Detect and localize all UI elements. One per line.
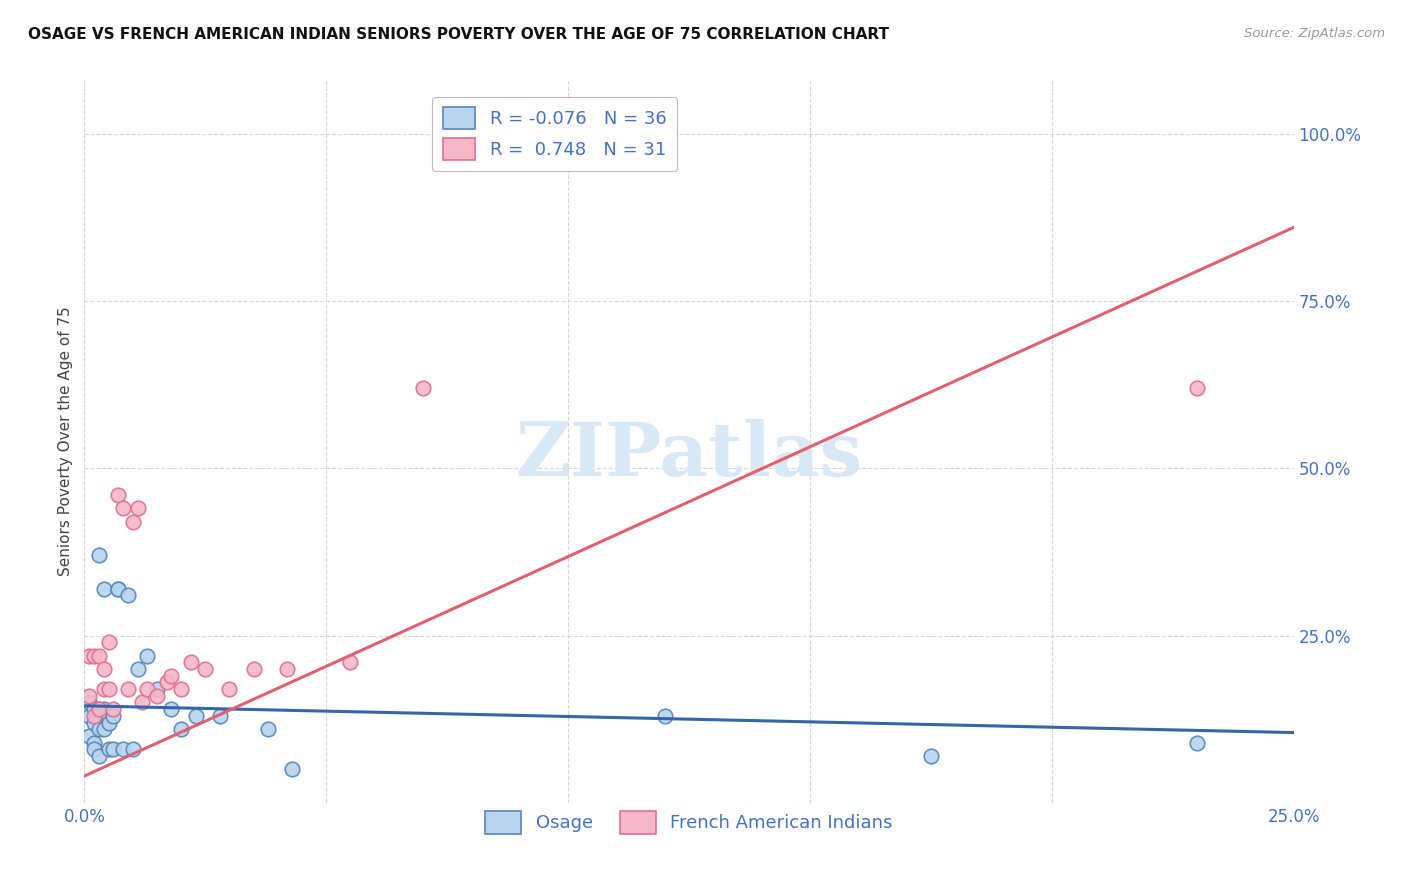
Point bbox=[103, 702, 125, 716]
Point bbox=[1185, 735, 1208, 749]
Point bbox=[93, 702, 115, 716]
Point bbox=[136, 648, 159, 663]
Point bbox=[87, 648, 110, 663]
Point bbox=[83, 708, 105, 723]
Legend: Osage, French American Indians: Osage, French American Indians bbox=[478, 805, 900, 841]
Point bbox=[87, 702, 110, 716]
Point bbox=[107, 582, 129, 596]
Point bbox=[136, 681, 159, 696]
Point bbox=[83, 648, 105, 663]
Point bbox=[920, 749, 942, 764]
Point bbox=[117, 681, 139, 696]
Point bbox=[103, 742, 125, 756]
Point bbox=[87, 702, 110, 716]
Point bbox=[87, 749, 110, 764]
Text: Source: ZipAtlas.com: Source: ZipAtlas.com bbox=[1244, 27, 1385, 40]
Point bbox=[208, 708, 231, 723]
Point bbox=[77, 708, 100, 723]
Point bbox=[83, 735, 105, 749]
Point bbox=[83, 715, 105, 730]
Point bbox=[112, 501, 135, 516]
Point bbox=[121, 515, 143, 529]
Point bbox=[242, 662, 264, 676]
Point bbox=[281, 762, 304, 776]
Point bbox=[77, 689, 100, 703]
Point bbox=[146, 681, 169, 696]
Point bbox=[77, 696, 100, 710]
Point bbox=[97, 708, 120, 723]
Point bbox=[103, 708, 125, 723]
Point bbox=[160, 702, 183, 716]
Point bbox=[1185, 381, 1208, 395]
Point bbox=[276, 662, 298, 676]
Point bbox=[97, 681, 120, 696]
Point bbox=[93, 582, 115, 596]
Point bbox=[97, 635, 120, 649]
Point bbox=[170, 681, 193, 696]
Point bbox=[93, 681, 115, 696]
Point bbox=[83, 702, 105, 716]
Point bbox=[412, 381, 434, 395]
Point bbox=[97, 742, 120, 756]
Point bbox=[87, 548, 110, 563]
Point bbox=[117, 589, 139, 603]
Point bbox=[257, 723, 280, 737]
Point bbox=[93, 723, 115, 737]
Point bbox=[107, 582, 129, 596]
Point bbox=[218, 681, 240, 696]
Point bbox=[155, 675, 177, 690]
Point bbox=[131, 696, 153, 710]
Point bbox=[127, 501, 149, 516]
Point bbox=[581, 127, 603, 141]
Point bbox=[170, 723, 193, 737]
Point bbox=[83, 742, 105, 756]
Text: ZIPatlas: ZIPatlas bbox=[516, 419, 862, 492]
Point bbox=[194, 662, 217, 676]
Point bbox=[339, 655, 361, 669]
Y-axis label: Seniors Poverty Over the Age of 75: Seniors Poverty Over the Age of 75 bbox=[58, 307, 73, 576]
Point bbox=[77, 729, 100, 743]
Point bbox=[121, 742, 143, 756]
Point bbox=[97, 715, 120, 730]
Point bbox=[146, 689, 169, 703]
Point bbox=[127, 662, 149, 676]
Point bbox=[180, 655, 202, 669]
Point bbox=[112, 742, 135, 756]
Point bbox=[87, 723, 110, 737]
Point bbox=[93, 662, 115, 676]
Point bbox=[107, 488, 129, 502]
Point bbox=[160, 669, 183, 683]
Point bbox=[77, 648, 100, 663]
Point bbox=[654, 708, 676, 723]
Point bbox=[184, 708, 207, 723]
Text: OSAGE VS FRENCH AMERICAN INDIAN SENIORS POVERTY OVER THE AGE OF 75 CORRELATION C: OSAGE VS FRENCH AMERICAN INDIAN SENIORS … bbox=[28, 27, 889, 42]
